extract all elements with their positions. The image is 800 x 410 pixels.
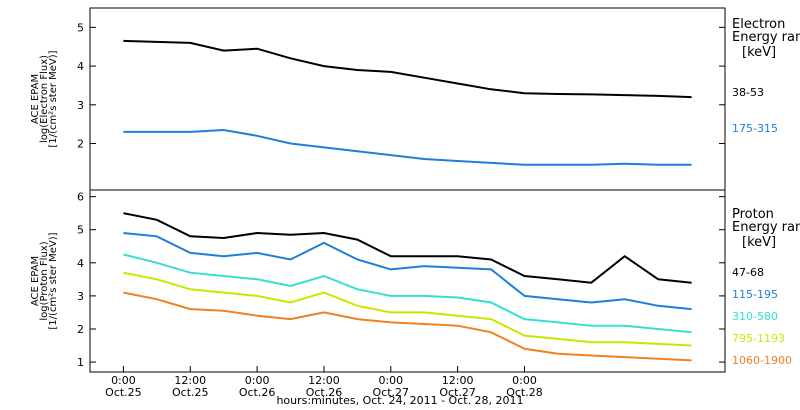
- y-tick-label: 2: [77, 138, 84, 151]
- x-tick-label: 0:00: [378, 374, 403, 387]
- x-tick-date: Oct.27: [373, 386, 410, 399]
- x-tick-label: 0:00: [512, 374, 537, 387]
- series-line: [123, 271, 692, 347]
- x-axis: 0:00Oct.2512:00Oct.250:00Oct.2612:00Oct.…: [105, 366, 543, 399]
- x-tick-date: Oct.28: [506, 386, 543, 399]
- x-tick-label: 0:00: [245, 374, 270, 387]
- legend-unit: [keV]: [742, 235, 776, 250]
- y-axis-label: [1/(cm²s ster MeV)]: [48, 232, 59, 329]
- series-line: [123, 39, 692, 99]
- legend-entry: 38-53: [732, 86, 764, 99]
- series-line: [123, 291, 692, 362]
- y-tick-label: 3: [77, 99, 84, 112]
- x-tick-date: Oct.27: [439, 386, 476, 399]
- y-tick-label: 5: [77, 224, 84, 237]
- legend-entry: 795-1193: [732, 332, 785, 345]
- y-tick-label: 6: [77, 191, 84, 204]
- legend-unit: [keV]: [742, 45, 776, 60]
- x-tick-label: 12:00: [442, 374, 474, 387]
- plot-frame: [89, 189, 726, 373]
- y-tick-label: 1: [77, 356, 84, 369]
- y-tick-label: 4: [77, 257, 84, 270]
- series-line: [123, 232, 692, 311]
- legend-title: Electron: [732, 17, 785, 32]
- y-axis-label: log(Electron Flux): [39, 55, 50, 143]
- x-tick-label: 12:00: [308, 374, 340, 387]
- series-line: [123, 253, 692, 334]
- y-tick-label: 5: [77, 21, 84, 34]
- x-tick-date: Oct.26: [306, 386, 343, 399]
- y-axis-label: ACE EPAM: [30, 74, 41, 124]
- legend-entry: 1060-1900: [732, 354, 792, 367]
- x-tick-label: 0:00: [111, 374, 136, 387]
- legend-entry: 175-315: [732, 122, 778, 135]
- legend-title: Energy range: [732, 220, 800, 235]
- y-axis-label: log(Proton Flux): [39, 241, 50, 320]
- y-axis-label: ACE EPAM: [30, 256, 41, 306]
- series-line: [123, 212, 692, 284]
- legend-entry: 115-195: [732, 288, 778, 301]
- y-tick-label: 3: [77, 290, 84, 303]
- legend-title: Energy range: [732, 30, 800, 45]
- y-tick-label: 2: [77, 323, 84, 336]
- legend-entry: 310-580: [732, 310, 778, 323]
- x-tick-date: Oct.26: [239, 386, 276, 399]
- plot-frame: [89, 7, 726, 191]
- legend-entry: 47-68: [732, 266, 764, 279]
- x-tick-date: Oct.25: [105, 386, 142, 399]
- x-tick-date: Oct.25: [172, 386, 209, 399]
- legend-title: Proton: [732, 207, 774, 222]
- y-tick-label: 4: [77, 60, 84, 73]
- y-axis-label: [1/(cm²s ster MeV)]: [48, 50, 59, 147]
- series-line: [123, 128, 692, 166]
- x-tick-label: 12:00: [174, 374, 206, 387]
- x-axis-label: hours:minutes, Oct. 24, 2011 - Oct. 28, …: [276, 394, 523, 407]
